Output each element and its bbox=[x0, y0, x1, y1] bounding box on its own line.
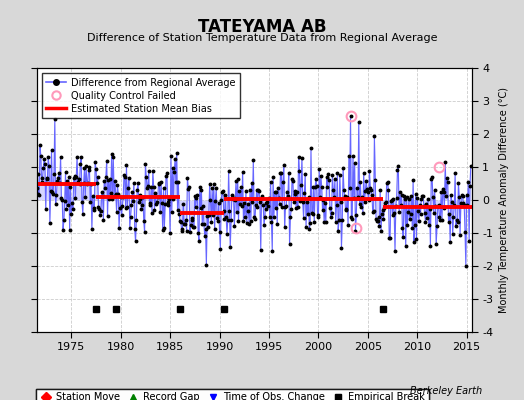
Legend: Station Move, Record Gap, Time of Obs. Change, Empirical Break: Station Move, Record Gap, Time of Obs. C… bbox=[36, 388, 429, 400]
Text: TATEYAMA AB: TATEYAMA AB bbox=[198, 18, 326, 36]
Text: Berkeley Earth: Berkeley Earth bbox=[410, 386, 482, 396]
Text: Difference of Station Temperature Data from Regional Average: Difference of Station Temperature Data f… bbox=[87, 33, 437, 43]
Y-axis label: Monthly Temperature Anomaly Difference (°C): Monthly Temperature Anomaly Difference (… bbox=[499, 87, 509, 313]
